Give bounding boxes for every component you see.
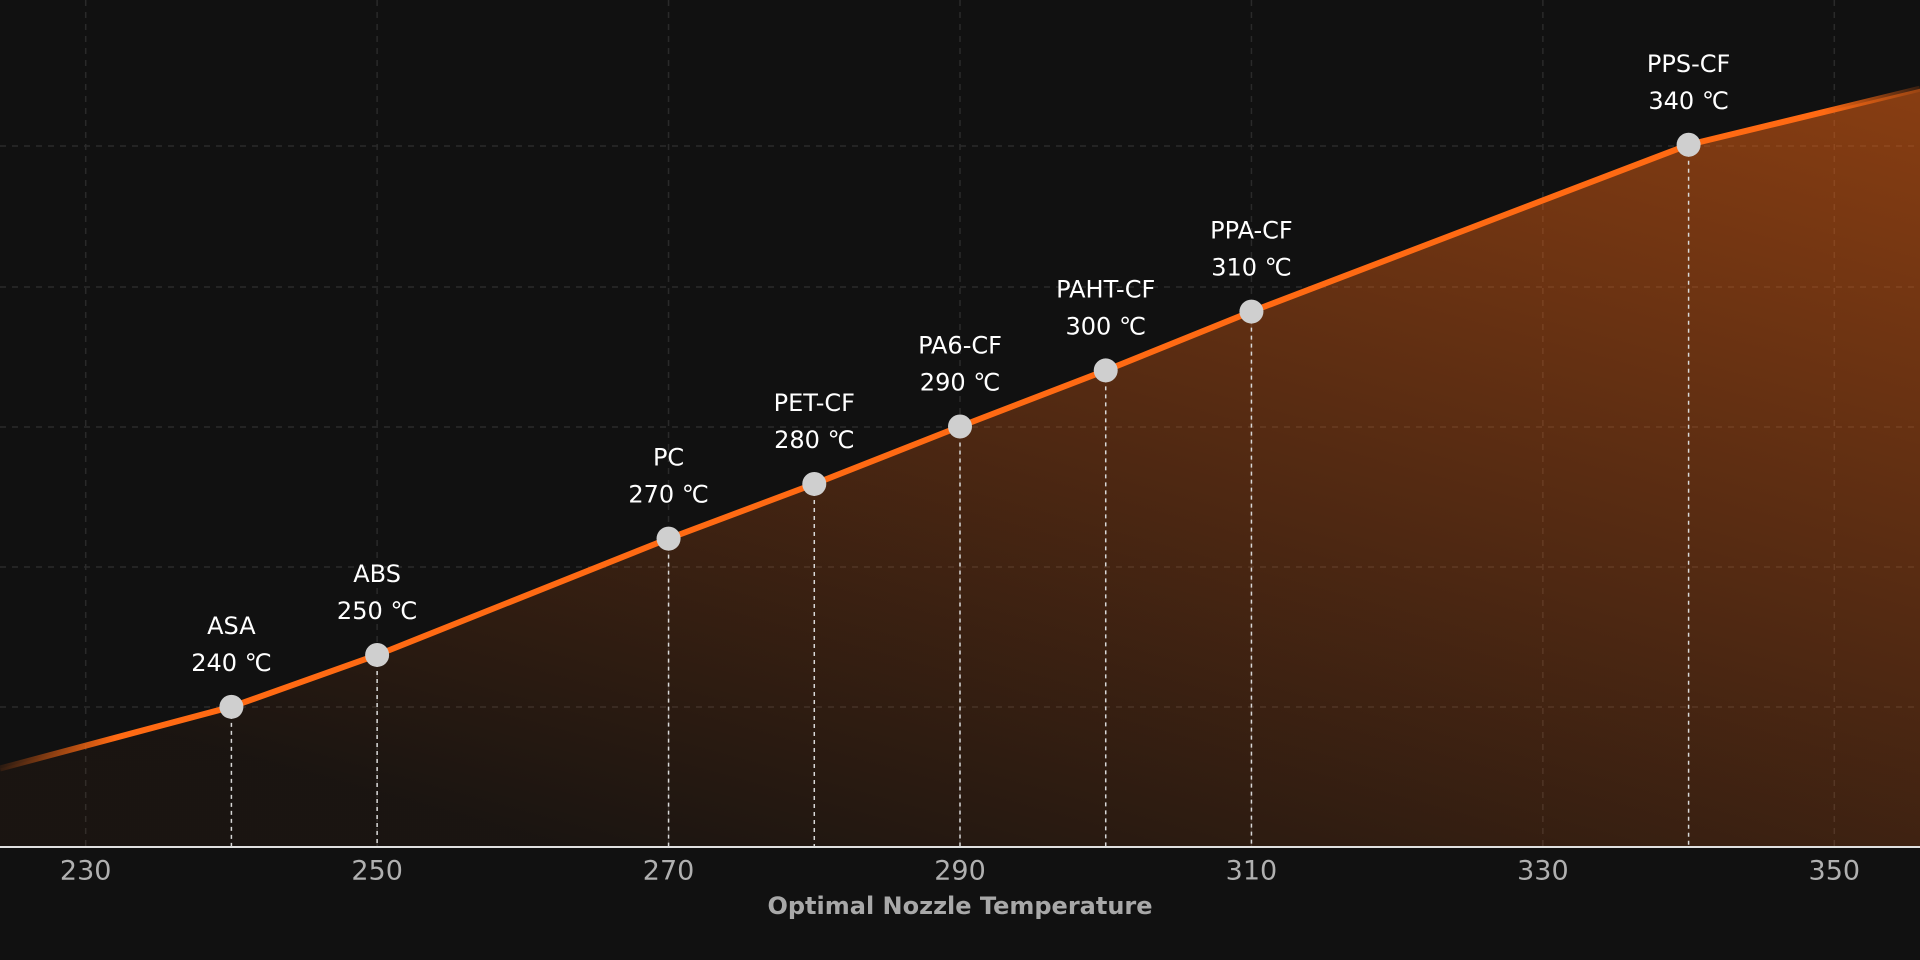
point-temperature: 240 ℃ <box>191 649 271 677</box>
point <box>802 471 827 496</box>
point-temperature: 270 ℃ <box>628 481 708 509</box>
x-tick-label: 230 <box>60 856 112 887</box>
point-temperature: 300 ℃ <box>1066 312 1146 340</box>
point <box>1676 132 1701 157</box>
point-name: PPA-CF <box>1210 217 1293 245</box>
point <box>219 694 244 719</box>
point <box>1239 299 1264 324</box>
point-temperature: 280 ℃ <box>774 426 854 454</box>
x-tick-label: 310 <box>1226 856 1278 887</box>
x-axis-title: Optimal Nozzle Temperature <box>767 892 1152 920</box>
x-tick-label: 270 <box>643 856 695 887</box>
point <box>656 526 681 551</box>
x-tick-label: 350 <box>1809 856 1861 887</box>
point-temperature: 310 ℃ <box>1211 254 1291 282</box>
x-tick-label: 250 <box>351 856 403 887</box>
point-name: ABS <box>353 560 401 588</box>
point-name: PA6-CF <box>918 332 1002 360</box>
point-name: PET-CF <box>774 389 855 417</box>
point-name: PAHT-CF <box>1056 275 1155 303</box>
point-temperature: 340 ℃ <box>1648 87 1728 115</box>
point-temperature: 250 ℃ <box>337 597 417 625</box>
point-name: PPS-CF <box>1647 50 1730 78</box>
point-name: ASA <box>207 612 256 640</box>
line <box>0 85 1920 772</box>
point <box>948 414 972 439</box>
point <box>365 642 390 667</box>
point <box>1093 358 1118 383</box>
x-tick-label: 290 <box>934 856 986 887</box>
point-temperature: 290 ℃ <box>920 369 1000 397</box>
point-name: PC <box>653 444 684 472</box>
x-tick-label: 330 <box>1517 856 1569 887</box>
